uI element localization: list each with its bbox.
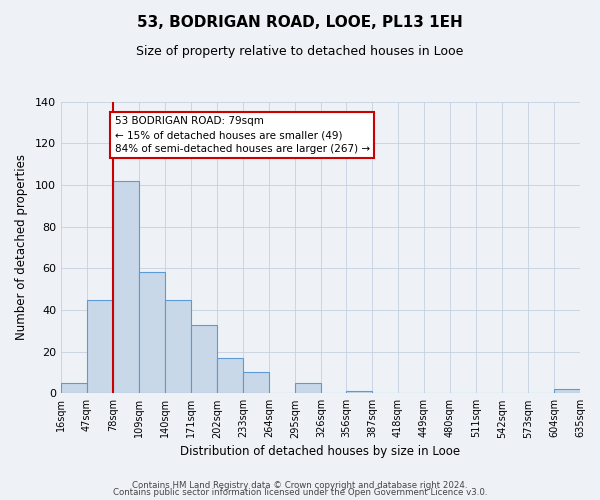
Bar: [165, 300, 191, 394]
Bar: [139, 272, 165, 394]
Bar: [243, 372, 269, 394]
Text: 53 BODRIGAN ROAD: 79sqm
← 15% of detached houses are smaller (49)
84% of semi-de: 53 BODRIGAN ROAD: 79sqm ← 15% of detache…: [115, 116, 370, 154]
Bar: [61, 383, 87, 394]
Bar: [87, 300, 113, 394]
Bar: [295, 383, 321, 394]
Text: Contains public sector information licensed under the Open Government Licence v3: Contains public sector information licen…: [113, 488, 487, 497]
Bar: [346, 391, 372, 394]
Y-axis label: Number of detached properties: Number of detached properties: [15, 154, 28, 340]
Bar: [191, 324, 217, 394]
Bar: [113, 180, 139, 394]
Bar: [217, 358, 243, 394]
Text: 53, BODRIGAN ROAD, LOOE, PL13 1EH: 53, BODRIGAN ROAD, LOOE, PL13 1EH: [137, 15, 463, 30]
Text: Size of property relative to detached houses in Looe: Size of property relative to detached ho…: [136, 45, 464, 58]
Text: Contains HM Land Registry data © Crown copyright and database right 2024.: Contains HM Land Registry data © Crown c…: [132, 480, 468, 490]
Bar: [554, 389, 580, 394]
X-axis label: Distribution of detached houses by size in Looe: Distribution of detached houses by size …: [181, 444, 461, 458]
